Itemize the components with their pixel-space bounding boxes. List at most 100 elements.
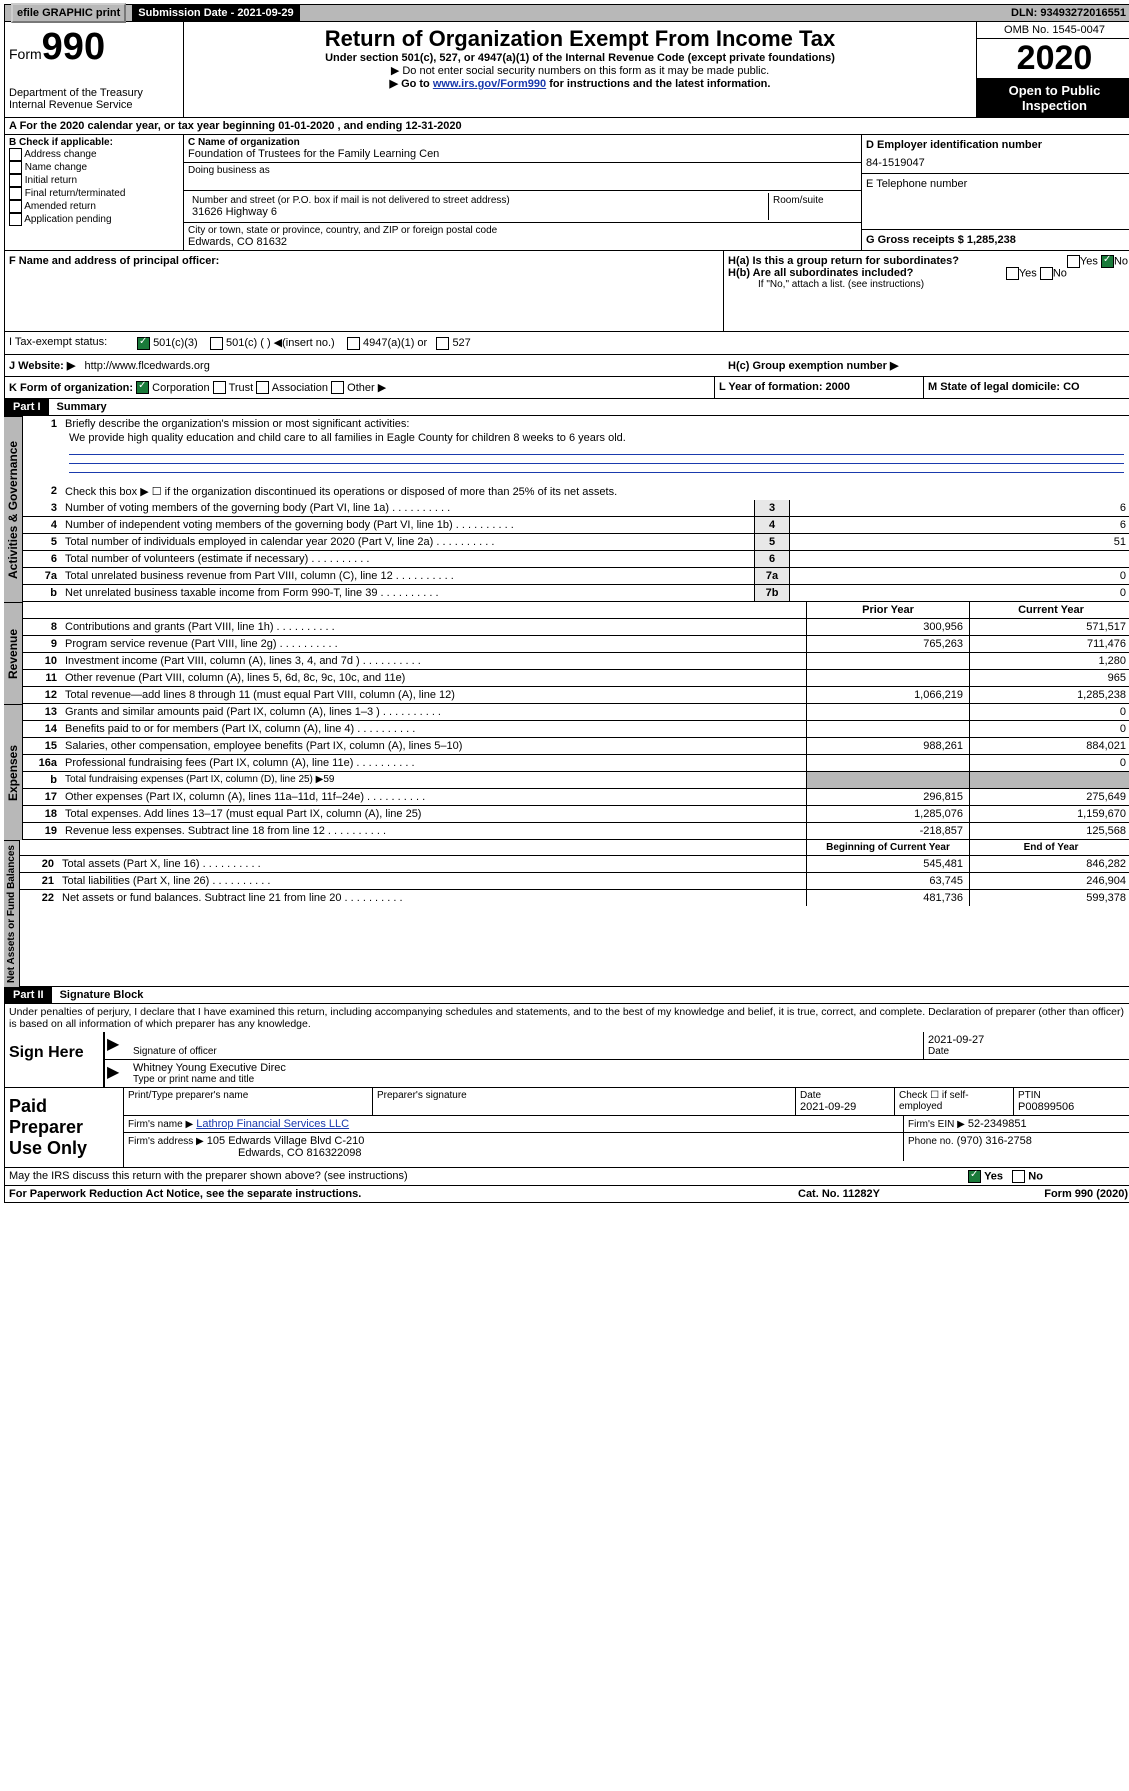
irs-link[interactable]: www.irs.gov/Form990 bbox=[433, 78, 546, 90]
ptin-label: PTIN bbox=[1018, 1090, 1128, 1101]
p16a bbox=[806, 755, 969, 771]
section-klm: K Form of organization: Corporation Trus… bbox=[4, 377, 1129, 400]
line-a: A For the 2020 calendar year, or tax yea… bbox=[4, 118, 1129, 135]
hdr-end: End of Year bbox=[969, 840, 1129, 855]
i-label: I Tax-exempt status: bbox=[5, 332, 133, 354]
cb-527[interactable] bbox=[436, 337, 449, 350]
cb-trust[interactable] bbox=[213, 381, 226, 394]
ha-group-return: H(a) Is this a group return for subordin… bbox=[728, 255, 1128, 267]
paid-preparer: Paid Preparer Use Only Print/Type prepar… bbox=[4, 1088, 1129, 1168]
cb-association[interactable] bbox=[256, 381, 269, 394]
section-net-assets: Net Assets or Fund Balances Beginning of… bbox=[4, 840, 1129, 987]
efile-print-button[interactable]: efile GRAPHIC print bbox=[11, 3, 126, 23]
c9: 711,476 bbox=[969, 636, 1129, 652]
perjury-statement: Under penalties of perjury, I declare th… bbox=[5, 1004, 1129, 1032]
line7b: Net unrelated business taxable income fr… bbox=[61, 585, 754, 601]
l-year-formation: L Year of formation: 2000 bbox=[714, 377, 923, 399]
cb-501c[interactable] bbox=[210, 337, 223, 350]
b20: 545,481 bbox=[806, 856, 969, 872]
dept-treasury: Department of the Treasury Internal Reve… bbox=[9, 87, 179, 111]
c18: 1,159,670 bbox=[969, 806, 1129, 822]
line11: Other revenue (Part VIII, column (A), li… bbox=[61, 670, 806, 686]
line4: Number of independent voting members of … bbox=[61, 517, 754, 533]
c-name-label: C Name of organization bbox=[188, 137, 857, 148]
side-revenue: Revenue bbox=[4, 602, 23, 704]
cb-501c3[interactable] bbox=[137, 337, 150, 350]
cb-address-change[interactable]: Address change bbox=[9, 148, 179, 161]
cb-discuss-no[interactable] bbox=[1012, 1170, 1025, 1183]
line10: Investment income (Part VIII, column (A)… bbox=[61, 653, 806, 669]
p17: 296,815 bbox=[806, 789, 969, 805]
form-title: Return of Organization Exempt From Incom… bbox=[188, 26, 972, 52]
cb-amended-return[interactable]: Amended return bbox=[9, 200, 179, 213]
self-employed: Check ☐ if self-employed bbox=[895, 1088, 1014, 1115]
side-governance: Activities & Governance bbox=[4, 416, 23, 602]
officer-name: Whitney Young Executive Direc bbox=[133, 1062, 1128, 1074]
b21: 63,745 bbox=[806, 873, 969, 889]
line20: Total assets (Part X, line 16) bbox=[58, 856, 806, 872]
b22: 481,736 bbox=[806, 890, 969, 906]
line18: Total expenses. Add lines 13–17 (must eq… bbox=[61, 806, 806, 822]
hdr-current: Current Year bbox=[969, 602, 1129, 618]
part-i-header: Part I Summary bbox=[4, 399, 1129, 416]
d-label: D Employer identification number bbox=[866, 139, 1042, 151]
cb-other[interactable] bbox=[331, 381, 344, 394]
val7b: 0 bbox=[789, 585, 1129, 601]
city-label: City or town, state or province, country… bbox=[188, 225, 857, 236]
line17: Other expenses (Part IX, column (A), lin… bbox=[61, 789, 806, 805]
e21: 246,904 bbox=[969, 873, 1129, 889]
line22: Net assets or fund balances. Subtract li… bbox=[58, 890, 806, 906]
side-expenses: Expenses bbox=[4, 704, 23, 840]
open-to-public: Open to Public Inspection bbox=[977, 79, 1129, 117]
section-bcde: B Check if applicable: Address change Na… bbox=[4, 135, 1129, 251]
top-bar: efile GRAPHIC print Submission Date - 20… bbox=[4, 4, 1129, 22]
firm-phone: (970) 316-2758 bbox=[957, 1135, 1032, 1147]
line9: Program service revenue (Part VIII, line… bbox=[61, 636, 806, 652]
footer: For Paperwork Reduction Act Notice, see … bbox=[4, 1186, 1129, 1203]
cb-name-change[interactable]: Name change bbox=[9, 161, 179, 174]
p12: 1,066,219 bbox=[806, 687, 969, 703]
val6 bbox=[789, 551, 1129, 567]
ein: 84-1519047 bbox=[866, 157, 1128, 169]
firm-name-link[interactable]: Lathrop Financial Services LLC bbox=[196, 1118, 349, 1130]
dln: DLN: 93493272016551 bbox=[1005, 5, 1129, 21]
b-label: B Check if applicable: bbox=[9, 137, 113, 148]
cb-final-return[interactable]: Final return/terminated bbox=[9, 187, 179, 200]
firm-ein: 52-2349851 bbox=[968, 1118, 1027, 1130]
subtitle-3: ▶ Go to www.irs.gov/Form990 for instruct… bbox=[188, 77, 972, 90]
p18: 1,285,076 bbox=[806, 806, 969, 822]
mission-text: We provide high quality education and ch… bbox=[65, 430, 1128, 446]
section-j: J Website: ▶ http://www.flcedwards.org H… bbox=[4, 355, 1129, 377]
line21: Total liabilities (Part X, line 26) bbox=[58, 873, 806, 889]
city-state-zip: Edwards, CO 81632 bbox=[188, 236, 857, 248]
prep-sig-label: Preparer's signature bbox=[377, 1090, 791, 1101]
section-revenue: Revenue Prior YearCurrent Year 8Contribu… bbox=[4, 602, 1129, 704]
cb-4947[interactable] bbox=[347, 337, 360, 350]
g-gross-receipts: G Gross receipts $ 1,285,238 bbox=[862, 230, 1129, 250]
submission-date: Submission Date - 2021-09-29 bbox=[132, 5, 299, 21]
line1-label: Briefly describe the organization's miss… bbox=[65, 418, 409, 430]
line6: Total number of volunteers (estimate if … bbox=[61, 551, 754, 567]
hdr-beginning: Beginning of Current Year bbox=[806, 840, 969, 855]
ptin: P00899506 bbox=[1018, 1101, 1128, 1113]
p19: -218,857 bbox=[806, 823, 969, 839]
section-fh: F Name and address of principal officer:… bbox=[4, 251, 1129, 332]
line16b: Total fundraising expenses (Part IX, col… bbox=[61, 772, 806, 788]
omb-number: OMB No. 1545-0047 bbox=[977, 22, 1129, 39]
line2: Check this box ▶ ☐ if the organization d… bbox=[61, 483, 1129, 500]
prep-date: 2021-09-29 bbox=[800, 1101, 890, 1113]
discuss-row: May the IRS discuss this return with the… bbox=[4, 1168, 1129, 1186]
line7a: Total unrelated business revenue from Pa… bbox=[61, 568, 754, 584]
name-label: Type or print name and title bbox=[133, 1074, 1128, 1085]
line12: Total revenue—add lines 8 through 11 (mu… bbox=[61, 687, 806, 703]
paid-preparer-label: Paid Preparer Use Only bbox=[5, 1088, 123, 1167]
hdr-prior: Prior Year bbox=[806, 602, 969, 618]
cb-initial-return[interactable]: Initial return bbox=[9, 174, 179, 187]
c15: 884,021 bbox=[969, 738, 1129, 754]
line5: Total number of individuals employed in … bbox=[61, 534, 754, 550]
street-label: Number and street (or P.O. box if mail i… bbox=[192, 195, 764, 206]
cb-application-pending[interactable]: Application pending bbox=[9, 213, 179, 226]
line19: Revenue less expenses. Subtract line 18 … bbox=[61, 823, 806, 839]
cb-discuss-yes[interactable] bbox=[968, 1170, 981, 1183]
cb-corporation[interactable] bbox=[136, 381, 149, 394]
